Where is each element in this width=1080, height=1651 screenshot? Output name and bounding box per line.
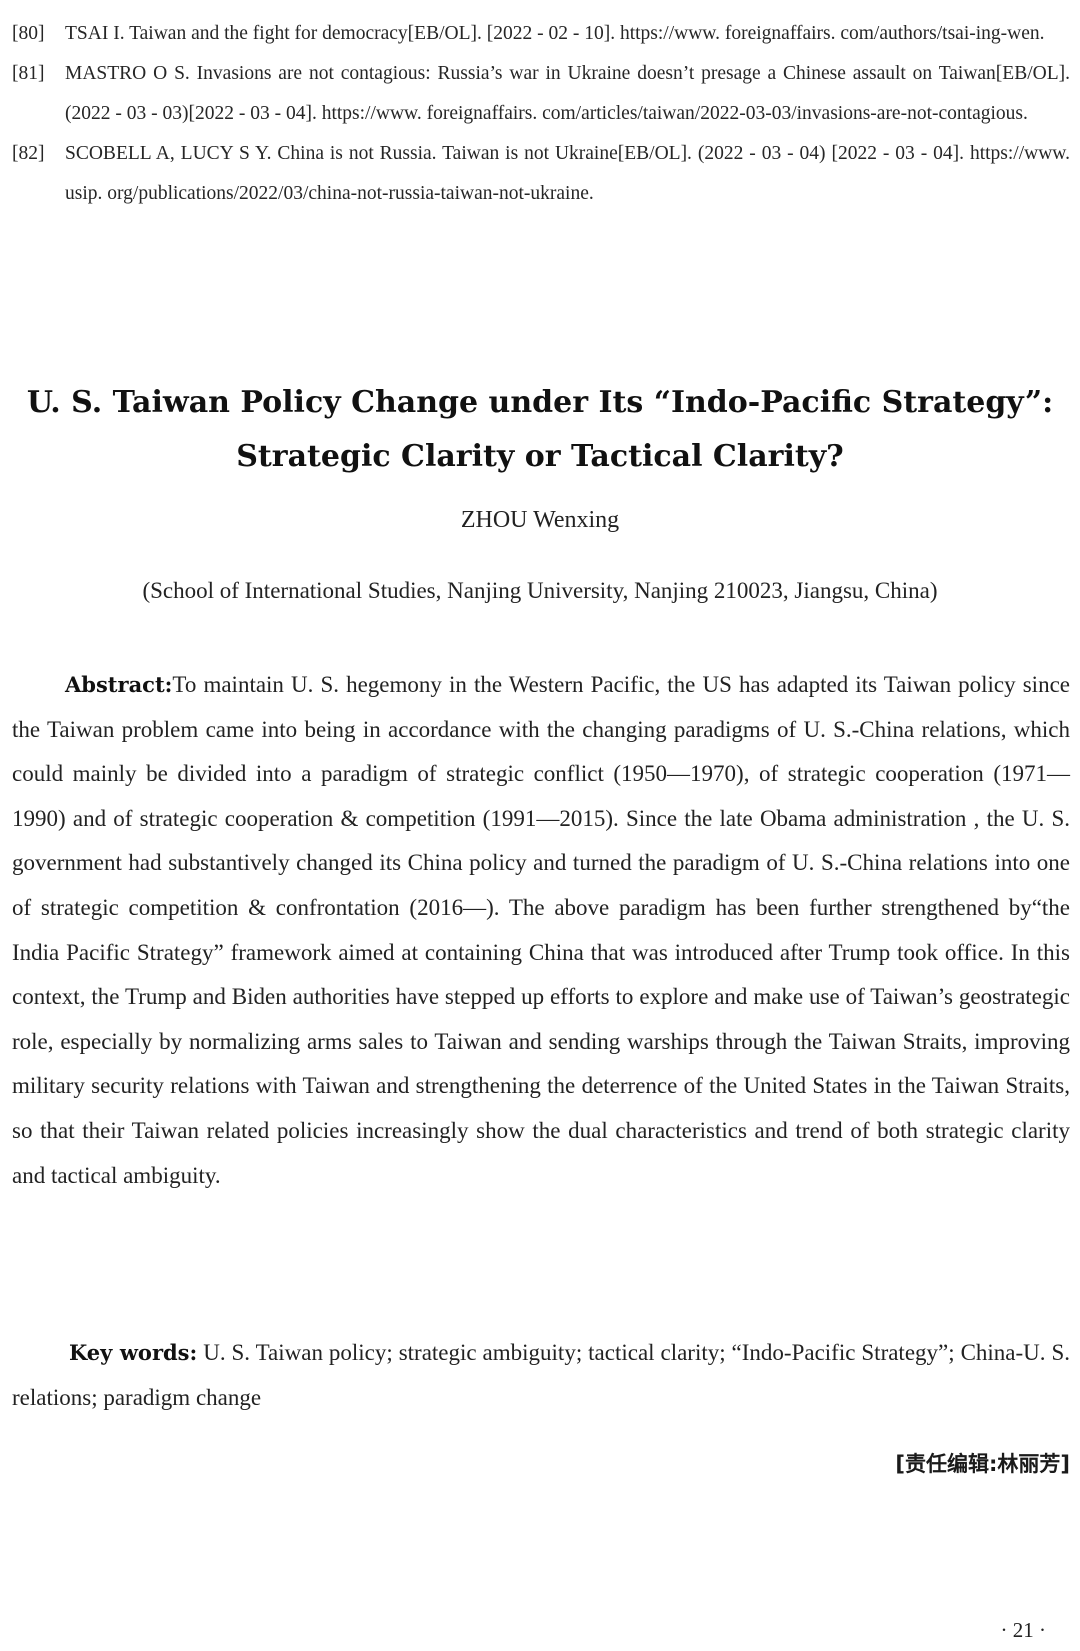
keywords-label: Key words: (69, 1340, 198, 1365)
reference-text: SCOBELL A, LUCY S Y. China is not Russia… (65, 143, 1070, 204)
reference-item: [82] SCOBELL A, LUCY S Y. China is not Ru… (12, 134, 1070, 214)
reference-list: [80] TSAI I. Taiwan and the fight for dem… (12, 14, 1070, 214)
editor-note: [责任编辑:林丽芳] (895, 1452, 1070, 1476)
title-line-2: Strategic Clarity or Tactical Clarity? (236, 439, 844, 474)
title-line-1: U. S. Taiwan Policy Change under Its “In… (26, 385, 1054, 420)
reference-item: [81] MASTRO O S. Invasions are not contag… (12, 54, 1070, 134)
reference-text: MASTRO O S. Invasions are not contagious… (65, 63, 1070, 124)
abstract-text: To maintain U. S. hegemony in the Wester… (12, 672, 1070, 1188)
reference-text: TSAI I. Taiwan and the fight for democra… (65, 23, 1045, 44)
reference-number: [80] (12, 23, 45, 44)
reference-item: [80] TSAI I. Taiwan and the fight for dem… (12, 14, 1070, 54)
article-title: U. S. Taiwan Policy Change under Its “In… (0, 376, 1080, 484)
page-number: · 21 · (1000, 1618, 1047, 1642)
author-name: ZHOU Wenxing (460, 507, 620, 533)
abstract-label: Abstract: (65, 672, 173, 697)
author-affiliation: (School of International Studies, Nanjin… (142, 578, 938, 603)
reference-number: [81] (12, 63, 45, 84)
abstract: Abstract:To maintain U. S. hegemony in t… (12, 663, 1070, 1198)
keywords-text: U. S. Taiwan policy; strategic ambiguity… (12, 1340, 1071, 1410)
reference-number: [82] (12, 143, 45, 164)
keywords: Key words: U. S. Taiwan policy; strategi… (12, 1331, 1070, 1420)
